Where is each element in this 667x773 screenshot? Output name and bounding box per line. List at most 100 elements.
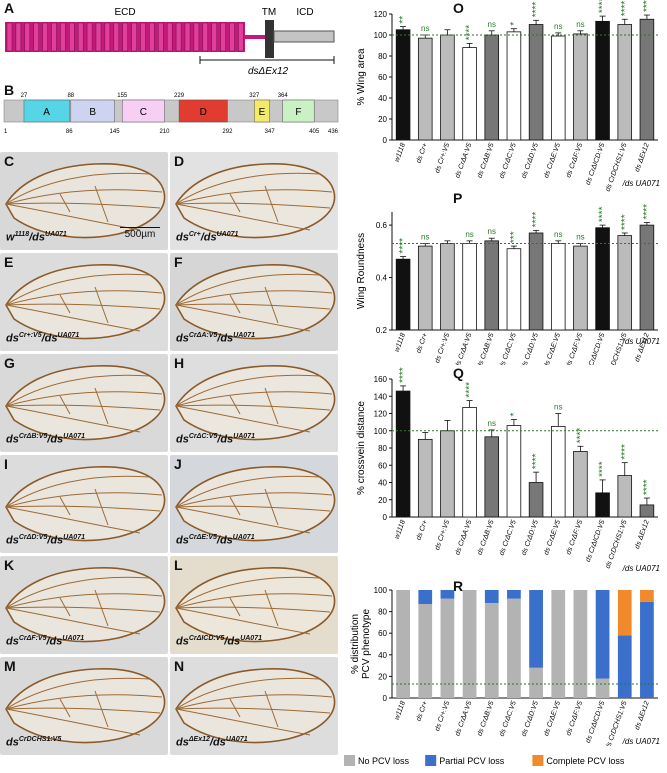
bar (440, 243, 455, 331)
cadherin-repeat (15, 22, 22, 52)
wing-vein (175, 290, 333, 306)
cadherin-repeat (113, 22, 120, 52)
bar-segment (595, 590, 610, 679)
genotype-suffix: /ds (200, 232, 217, 244)
significance-label: **** (642, 0, 653, 12)
ecd-label: ECD (114, 7, 135, 18)
wing-blade (175, 264, 336, 340)
significance-label: **** (465, 25, 476, 41)
bar (440, 430, 455, 518)
wing-vein (94, 589, 109, 627)
genotype-label: dsCr+:V5/dsUA071 (6, 332, 79, 345)
wing-vein (5, 607, 141, 635)
genotype-base: ds (176, 434, 189, 446)
wing-vein (59, 395, 71, 415)
wing-vein (229, 597, 241, 617)
bar (573, 245, 588, 331)
wing-vein (5, 189, 163, 205)
bar-segment (595, 678, 610, 698)
bar-segment (617, 590, 632, 636)
x-tick-label: ds CrΔC:V5 (499, 700, 518, 737)
x-tick-label: ds CrΔE:V5 (543, 332, 562, 365)
bar (484, 240, 500, 331)
wing-vein (5, 172, 151, 205)
wing-vein (5, 606, 161, 613)
wing-vein (175, 606, 331, 613)
panel-label-e: E (4, 254, 14, 270)
bar (595, 227, 610, 331)
bar (462, 407, 477, 518)
legend-label: Complete PCV loss (546, 756, 625, 766)
genotype-allele: CrΔE:V5 (188, 534, 217, 542)
domain-end-residue: 292 (222, 129, 233, 135)
genotype-suffix-allele: UA071 (240, 635, 262, 643)
significance-label: ns (488, 419, 496, 428)
bar (573, 451, 588, 518)
y-tick-label: 20 (378, 672, 387, 681)
bar-segment (418, 604, 433, 698)
bar (528, 232, 544, 331)
scale-bar-label: 500µm (124, 229, 156, 240)
significance-label: ns (554, 22, 562, 31)
x-tick-label: ds CrΔA:V5 (454, 332, 473, 365)
residue-start: 1 (4, 129, 8, 135)
wing-blade (5, 668, 166, 744)
panel-label-f: F (174, 254, 183, 270)
cadherin-repeat (95, 22, 102, 52)
bar (617, 24, 633, 141)
bar-segment (507, 598, 521, 698)
x-tick-label: ds CrΔD:V5 (521, 142, 540, 179)
wing-vein (175, 505, 331, 512)
domain-B (70, 99, 115, 123)
wing-vein (175, 708, 311, 736)
wing-vein (264, 387, 279, 425)
panel-label-k: K (4, 557, 15, 573)
bar-segment (484, 602, 499, 698)
significance-label: **** (620, 214, 631, 230)
genotype-suffix: /ds (47, 434, 64, 446)
panel-label-p: P (453, 190, 463, 206)
wing-vein (59, 597, 71, 617)
cadherin-repeat (202, 22, 209, 52)
bar (395, 258, 411, 331)
panel-label-m: M (4, 658, 16, 674)
wing-drawing (5, 567, 166, 643)
x-tick-label: ds CrΔB:V5 (477, 700, 496, 737)
panel-label-d: D (174, 153, 185, 169)
y-tick-label: 80 (378, 608, 387, 617)
x-tick-label: ds CrΔC:V5 (499, 519, 518, 556)
wing-vein (264, 589, 279, 627)
x-tick-label: ds CrΔD:V5 (521, 700, 540, 737)
x-tick-label: ds ΔEx12 (634, 142, 651, 173)
x-tick-label: ds CrΔD:V5 (521, 332, 540, 365)
genotype-suffix: /ds (47, 535, 64, 547)
x-tick-label: ds Cr+ (415, 519, 429, 541)
y-tick-label: 160 (374, 375, 388, 384)
significance-label: **** (642, 479, 653, 495)
panel-label-n: N (174, 658, 185, 674)
wing-vein (175, 303, 331, 310)
bar-segment (440, 598, 455, 698)
domain-label: E (259, 107, 266, 118)
deletion-label: dsΔEx12 (248, 66, 289, 77)
genotype-base: ds (176, 636, 189, 648)
domain-start-residue: 27 (21, 93, 28, 99)
wing-vein (175, 203, 311, 231)
bar (417, 245, 433, 331)
significance-label: ns (488, 227, 496, 236)
y-axis-title: Wing Roundness (356, 233, 367, 309)
panel-label-a: A (4, 0, 15, 16)
significance-label: **** (598, 0, 609, 13)
y-tick-label: 60 (378, 73, 387, 82)
legend-swatch (344, 755, 355, 766)
bar (639, 224, 655, 331)
bar (550, 35, 566, 141)
wing-vein (175, 405, 311, 433)
cadherin-repeat (33, 22, 39, 52)
x-tick-label: ds CrΔF:V5 (565, 700, 584, 737)
wing-vein (5, 303, 161, 310)
wing-vein (5, 707, 161, 714)
